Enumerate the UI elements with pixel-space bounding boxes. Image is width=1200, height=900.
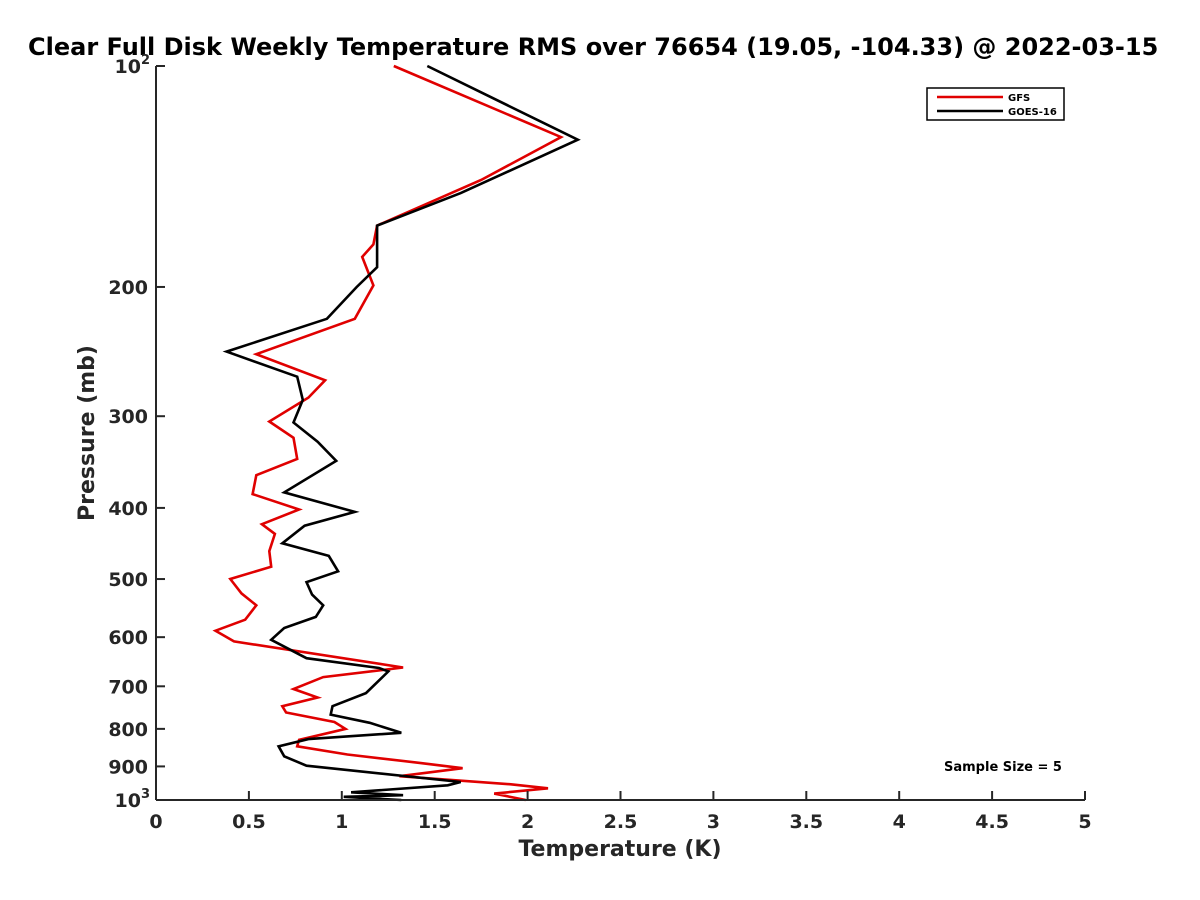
series-line-goes-16 — [222, 64, 581, 802]
x-tick-label: 5 — [1078, 811, 1091, 833]
y-tick-label: 700 — [108, 676, 148, 698]
x-tick-label: 3 — [707, 811, 720, 833]
x-tick-label: 1 — [335, 811, 348, 833]
y-tick-label: 500 — [108, 569, 148, 591]
y-tick-label: 800 — [108, 719, 148, 741]
chart-title: Clear Full Disk Weekly Temperature RMS o… — [28, 33, 1158, 61]
ticks-layer: 0 0.5 1 1.5 2 2.5 3 3.5 4 4.5 5 102 200 300 400 500 600 7… — [108, 53, 1091, 833]
x-axis-label: Temperature (K) — [518, 837, 721, 862]
x-tick-label: 1.5 — [418, 811, 452, 833]
legend-label: GOES-16 — [1008, 107, 1057, 118]
x-tick-label: 0.5 — [232, 811, 266, 833]
y-tick-label: 102 — [115, 53, 151, 78]
series-layer — [212, 64, 581, 802]
legend-label: GFS — [1008, 93, 1030, 104]
legend: GFS GOES-16 — [926, 87, 1065, 121]
x-tick-label: 4.5 — [975, 811, 1009, 833]
y-tick-label: 400 — [108, 498, 148, 520]
y-tick-label: 900 — [108, 756, 148, 778]
y-tick-label: 103 — [115, 787, 151, 812]
sample-size-annotation: Sample Size = 5 — [944, 760, 1062, 775]
x-tick-label: 2 — [521, 811, 534, 833]
x-tick-label: 3.5 — [789, 811, 823, 833]
y-tick-label: 600 — [108, 627, 148, 649]
y-axis-label: Pressure (mb) — [75, 345, 100, 521]
x-tick-label: 2.5 — [604, 811, 638, 833]
x-tick-label: 0 — [149, 811, 162, 833]
y-tick-label: 200 — [108, 277, 148, 299]
series-line-gfs — [212, 64, 565, 802]
y-tick-label: 300 — [108, 406, 148, 428]
x-tick-label: 4 — [893, 811, 906, 833]
legend-box — [926, 87, 1065, 121]
